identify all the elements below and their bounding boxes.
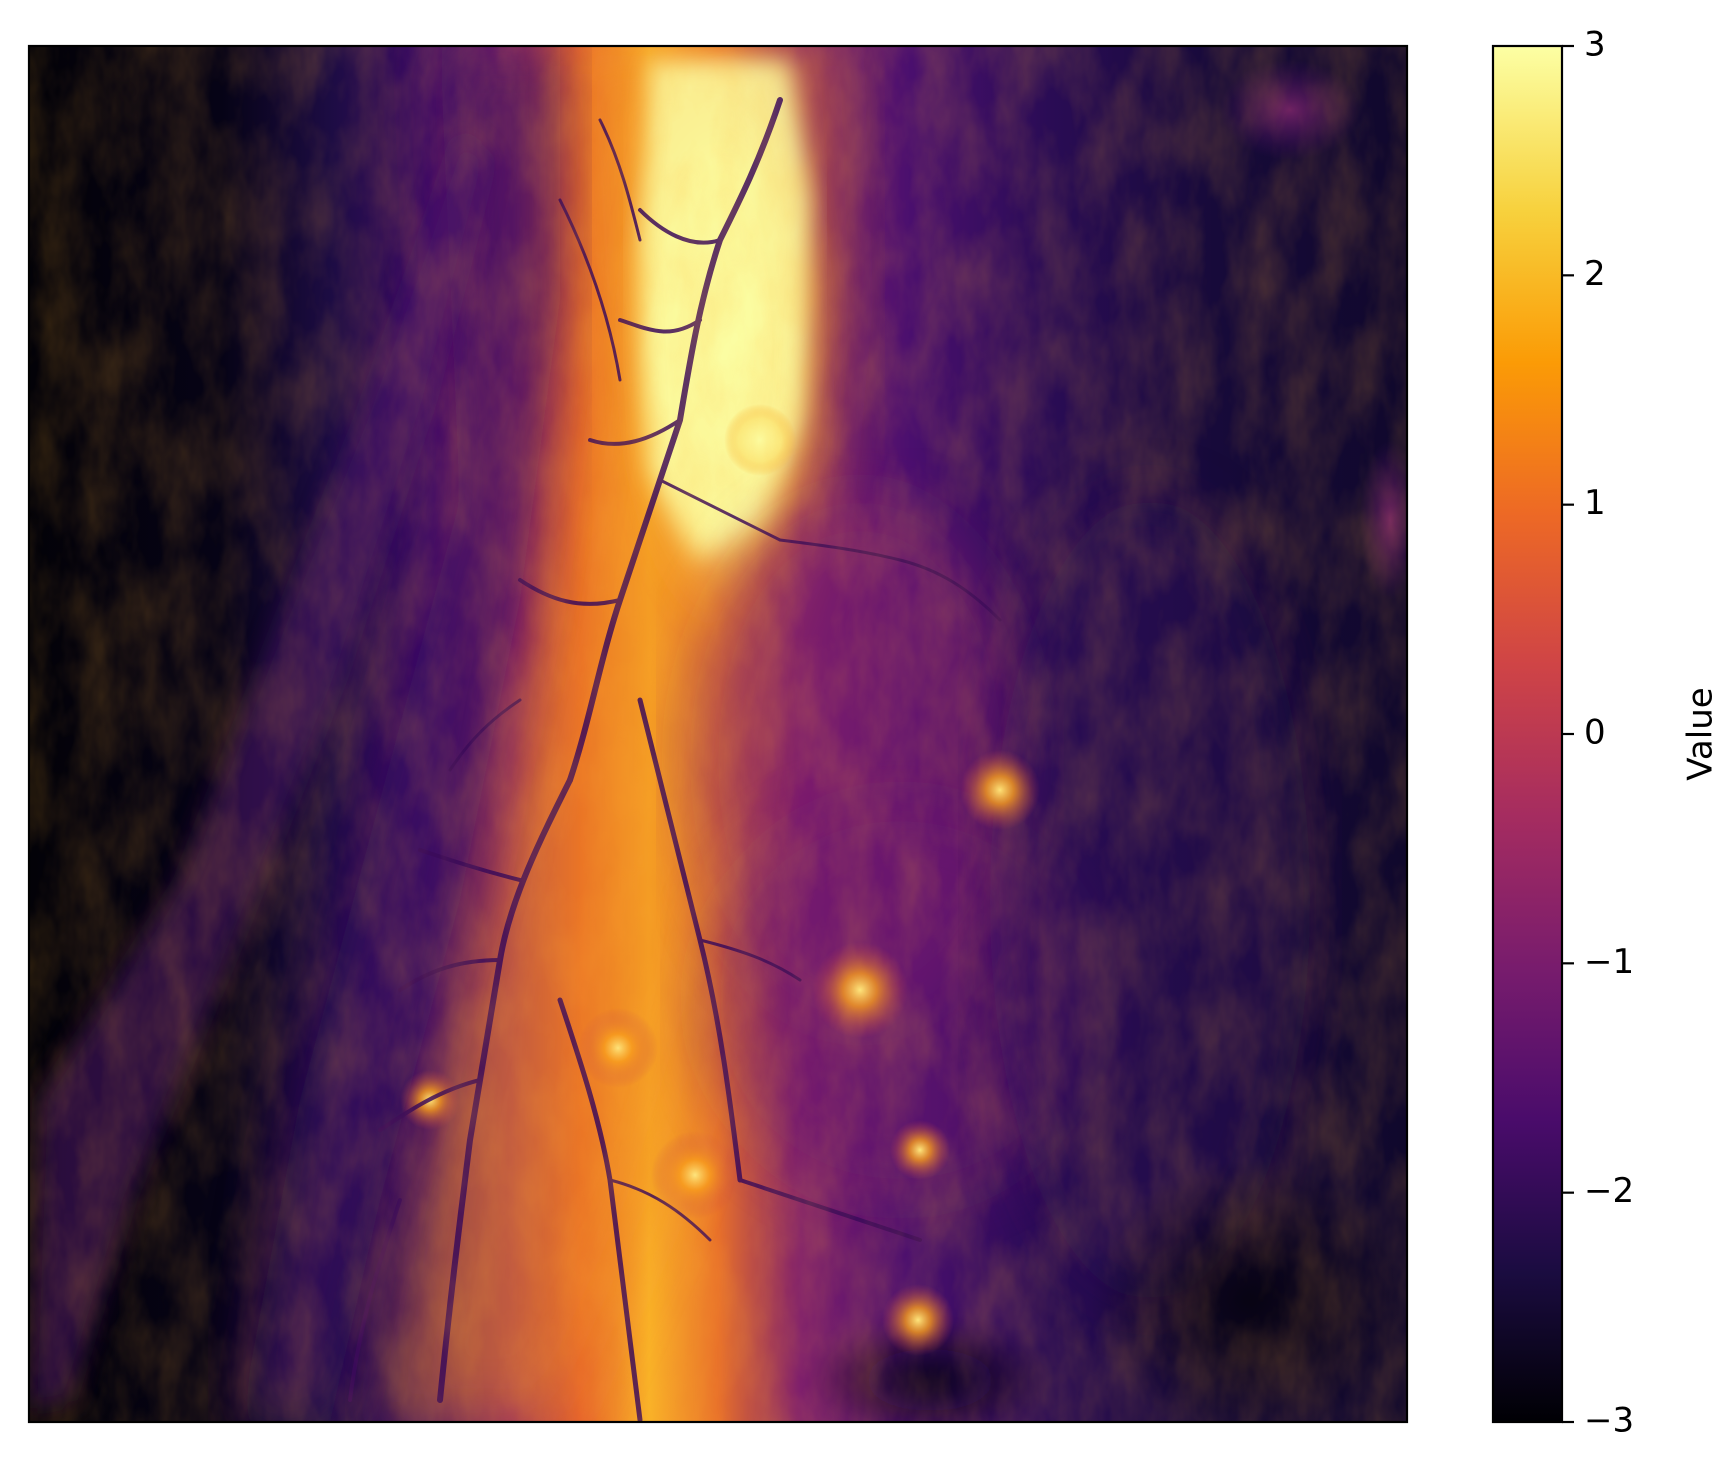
colorbar-tick-label: 2 <box>1584 254 1606 294</box>
colorbar-gradient <box>1493 46 1562 1422</box>
colorbar: 3 2 1 0 −1 −2 −3 Value <box>1491 25 1721 1441</box>
colorbar-tick-label: −1 <box>1584 942 1634 982</box>
colorbar-tick-label: 0 <box>1584 713 1606 753</box>
heatmap-raster <box>29 46 1407 1422</box>
colorbar-tick-label: 3 <box>1584 25 1606 65</box>
plot-frame <box>27 44 1409 1424</box>
colorbar-tick-label: −2 <box>1584 1171 1634 1211</box>
colorbar-tick-label: −3 <box>1584 1401 1634 1441</box>
colorbar-label: Value <box>1681 687 1721 780</box>
colorbar-tick-label: 1 <box>1584 483 1606 523</box>
colorbar-ticks: 3 2 1 0 −1 −2 −3 <box>1562 25 1634 1441</box>
